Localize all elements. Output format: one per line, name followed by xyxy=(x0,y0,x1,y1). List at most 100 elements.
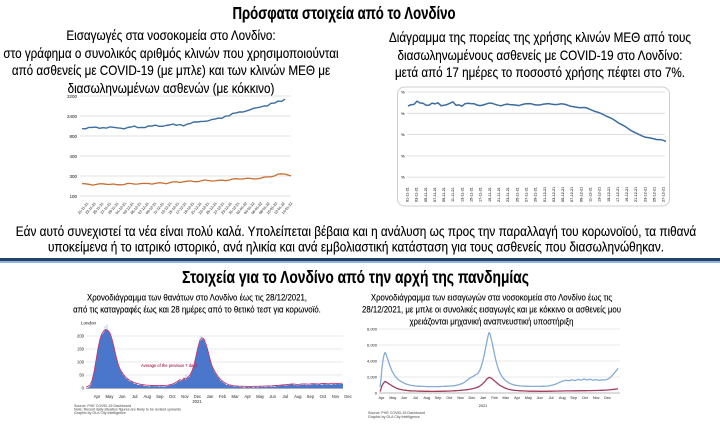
svg-text:%: % xyxy=(401,90,405,95)
svg-text:%: % xyxy=(401,175,405,180)
svg-text:Oct: Oct xyxy=(169,394,176,399)
svg-text:Jul: Jul xyxy=(413,396,418,400)
svg-text:May: May xyxy=(106,394,115,399)
svg-text:Average of the previous 7 days: Average of the previous 7 days xyxy=(141,363,197,368)
svg-text:Sep: Sep xyxy=(307,394,315,399)
svg-text:27-11-21: 27-11-21 xyxy=(525,187,529,202)
svg-text:2400: 2400 xyxy=(67,114,78,119)
svg-text:Oct: Oct xyxy=(446,396,453,400)
svg-text:%: % xyxy=(401,132,405,137)
svg-text:3200: 3200 xyxy=(67,94,78,99)
svg-text:Jun: Jun xyxy=(119,394,126,399)
svg-text:May: May xyxy=(256,394,265,399)
svg-text:Graphic by GLA City Intelligen: Graphic by GLA City Intelligence xyxy=(368,415,420,419)
svg-text:Aug: Aug xyxy=(143,394,151,399)
svg-text:13-12-21: 13-12-21 xyxy=(598,187,602,202)
svg-text:05-11-21: 05-11-21 xyxy=(424,187,428,202)
svg-text:Oct: Oct xyxy=(582,396,589,400)
svg-text:Jul: Jul xyxy=(283,394,288,399)
svg-text:09-11-21: 09-11-21 xyxy=(442,187,446,202)
svg-text:Mar: Mar xyxy=(231,394,239,399)
svg-text:May: May xyxy=(525,396,532,400)
svg-text:Sep: Sep xyxy=(156,394,164,399)
svg-text:13-11-21: 13-11-21 xyxy=(460,187,464,202)
svg-text:2021: 2021 xyxy=(479,404,487,408)
svg-text:Sep: Sep xyxy=(435,396,442,400)
svg-text:Oct: Oct xyxy=(320,394,327,399)
svg-text:50: 50 xyxy=(79,373,84,378)
svg-text:Nov: Nov xyxy=(593,396,600,400)
svg-text:May: May xyxy=(389,396,396,400)
svg-text:800: 800 xyxy=(69,134,77,139)
svg-text:Nov: Nov xyxy=(332,394,340,399)
svg-text:Nov: Nov xyxy=(457,396,464,400)
svg-text:29-11-21: 29-11-21 xyxy=(534,187,538,202)
svg-text:4,000: 4,000 xyxy=(367,359,378,364)
svg-text:21-11-21: 21-11-21 xyxy=(497,187,501,202)
svg-text:Aug: Aug xyxy=(559,396,566,400)
svg-text:2021: 2021 xyxy=(192,399,202,404)
svg-text:11-12-21: 11-12-21 xyxy=(589,187,593,202)
svg-text:Source: PHE COVID-19 Dashboard: Source: PHE COVID-19 Dashboard xyxy=(74,404,131,408)
svg-text:100: 100 xyxy=(77,360,85,365)
svg-text:17-12-21: 17-12-21 xyxy=(616,187,620,202)
svg-text:25-11-21: 25-11-21 xyxy=(515,187,519,202)
svg-text:25-12-21: 25-12-21 xyxy=(653,187,657,202)
svg-text:400: 400 xyxy=(69,154,77,159)
svg-text:Jan: Jan xyxy=(207,394,214,399)
svg-text:Dec: Dec xyxy=(344,394,351,399)
svg-text:21-12-21: 21-12-21 xyxy=(634,187,638,202)
svg-text:23-12-21: 23-12-21 xyxy=(643,187,647,202)
svg-text:Apr: Apr xyxy=(244,394,251,399)
svg-text:Aug: Aug xyxy=(423,396,430,400)
svg-text:03-12-21: 03-12-21 xyxy=(552,187,556,202)
svg-text:8,000: 8,000 xyxy=(367,327,378,332)
svg-text:Jun: Jun xyxy=(269,394,276,399)
svg-text:19-12-21: 19-12-21 xyxy=(625,187,629,202)
svg-text:Nov: Nov xyxy=(181,394,189,399)
svg-text:Mar: Mar xyxy=(503,396,510,400)
svg-text:Apr: Apr xyxy=(379,396,386,400)
svg-text:Feb: Feb xyxy=(219,394,227,399)
svg-text:Apr: Apr xyxy=(94,394,101,399)
svg-text:Dec: Dec xyxy=(604,396,611,400)
svg-text:%: % xyxy=(401,153,405,158)
svg-text:01-12-21: 01-12-21 xyxy=(543,187,547,202)
svg-text:0: 0 xyxy=(375,391,378,396)
svg-text:2,000: 2,000 xyxy=(367,375,378,380)
svg-text:09-12-21: 09-12-21 xyxy=(579,187,583,202)
svg-text:15-11-21: 15-11-21 xyxy=(470,187,474,202)
svg-text:27-12-21: 27-12-21 xyxy=(662,187,666,202)
svg-text:Aug: Aug xyxy=(294,394,302,399)
svg-text:Feb: Feb xyxy=(491,396,498,400)
svg-text:100: 100 xyxy=(69,194,77,199)
svg-text:Jul: Jul xyxy=(549,396,554,400)
svg-text:London: London xyxy=(81,321,97,326)
svg-text:Sep: Sep xyxy=(570,396,577,400)
svg-text:Source: PHE COVID-19 Dashboard: Source: PHE COVID-19 Dashboard xyxy=(368,411,425,415)
svg-text:01-11-21: 01-11-21 xyxy=(406,187,410,202)
svg-text:%: % xyxy=(401,111,405,116)
svg-text:150: 150 xyxy=(77,347,85,352)
svg-text:6,000: 6,000 xyxy=(367,343,378,348)
svg-text:Dec: Dec xyxy=(469,396,476,400)
svg-text:Dec: Dec xyxy=(194,394,201,399)
svg-text:Jan: Jan xyxy=(480,396,486,400)
svg-text:19-11-21: 19-11-21 xyxy=(488,187,492,202)
svg-text:05-12-21: 05-12-21 xyxy=(561,187,565,202)
svg-text:15-12-21: 15-12-21 xyxy=(607,187,611,202)
svg-text:Jun: Jun xyxy=(537,396,543,400)
svg-text:Jul: Jul xyxy=(132,394,137,399)
svg-text:Note: Recent daily situation f: Note: Recent daily situation figures are… xyxy=(74,408,181,412)
svg-text:07-11-21: 07-11-21 xyxy=(433,187,437,202)
svg-text:17-11-21: 17-11-21 xyxy=(479,187,483,202)
svg-text:03-11-21: 03-11-21 xyxy=(415,187,419,202)
svg-text:07-12-21: 07-12-21 xyxy=(570,187,574,202)
svg-text:Graphic by GLA City Intelligen: Graphic by GLA City Intelligence xyxy=(74,411,126,415)
svg-text:Apr: Apr xyxy=(514,396,521,400)
svg-text:300: 300 xyxy=(69,174,77,179)
svg-text:23-11-21: 23-11-21 xyxy=(506,187,510,202)
svg-text:11-11-21: 11-11-21 xyxy=(451,187,455,202)
svg-text:200: 200 xyxy=(77,334,85,339)
svg-text:Jun: Jun xyxy=(401,396,407,400)
